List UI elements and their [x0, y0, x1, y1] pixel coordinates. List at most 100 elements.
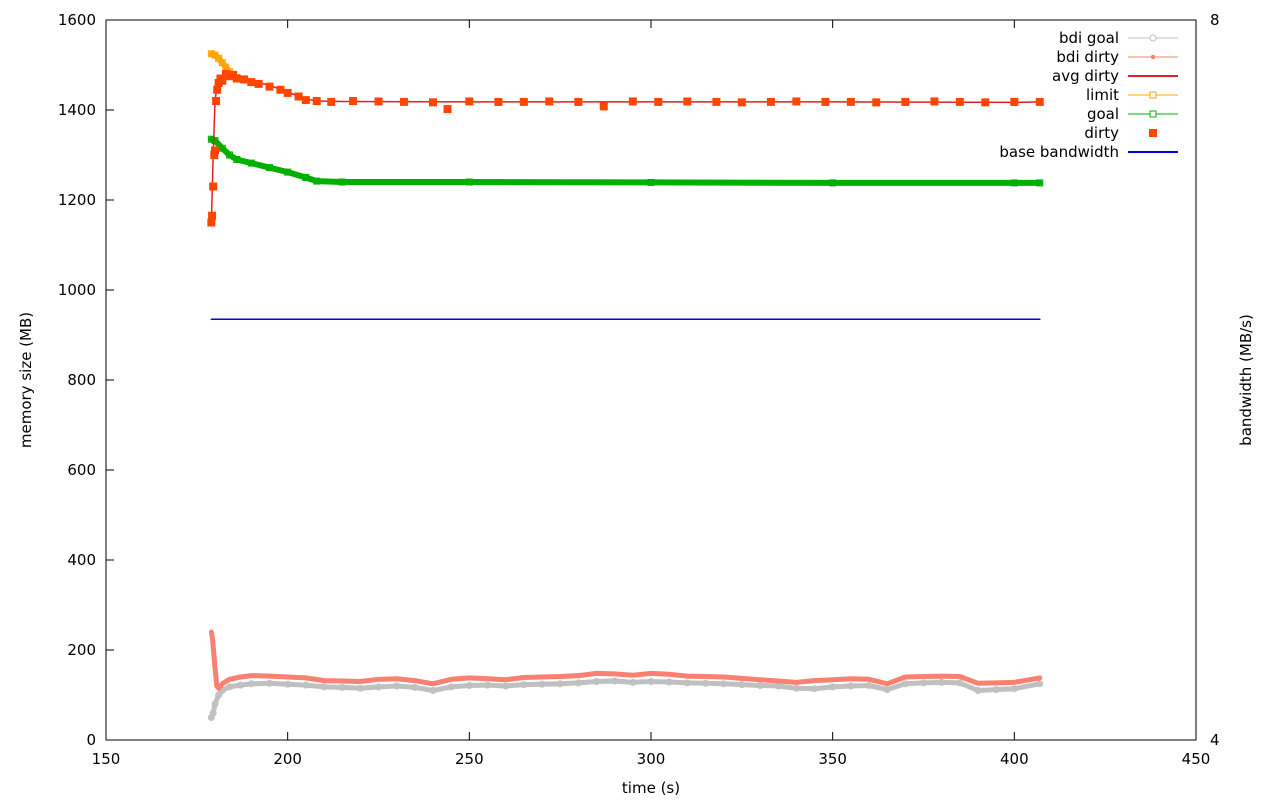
data-point-bdi-goal [792, 684, 800, 692]
data-point-bdi-goal [847, 682, 855, 690]
data-point-bdi-goal [629, 678, 637, 686]
data-point-bdi-goal [209, 709, 217, 717]
data-point-dirty [211, 146, 219, 155]
y2-tick-label: 4 [1210, 731, 1220, 749]
data-point-goal [1010, 179, 1018, 187]
data-point-bdi-dirty [212, 665, 218, 671]
legend-label: base bandwidth [999, 143, 1119, 161]
data-point-bdi-goal [665, 678, 673, 686]
data-point-limit [215, 54, 223, 62]
data-point-dirty [846, 97, 855, 106]
data-point-bdi-goal [920, 679, 927, 687]
data-point-goal [284, 168, 292, 176]
data-point-goal [266, 164, 273, 172]
series-bdi-dirty [208, 629, 1043, 691]
data-point-bdi-goal [1036, 680, 1044, 688]
data-point-bdi-dirty [903, 674, 908, 680]
data-point-bdi-dirty [848, 676, 854, 681]
data-point-bdi-dirty [993, 680, 999, 686]
axis-ticks: 150 200 250 300 350 400 450 0 200 400 600 800 1000 12… [58, 11, 1220, 768]
data-point-bdi-dirty [485, 676, 490, 681]
x-tick-label: 400 [1000, 750, 1029, 768]
y-tick-label: 0 [86, 731, 96, 749]
data-point-dirty [265, 82, 274, 91]
data-point-bdi-goal [393, 682, 401, 690]
data-point-bdi-dirty [448, 677, 454, 682]
data-point-bdi-dirty [921, 674, 926, 679]
data-point-dirty [429, 98, 437, 107]
data-point-dirty [212, 97, 221, 105]
data-point-dirty [247, 78, 256, 87]
data-point-bdi-dirty [884, 681, 890, 686]
data-point-dirty [872, 98, 881, 107]
data-point-dirty [210, 151, 219, 159]
data-point-bdi-goal [302, 681, 310, 689]
data-point-bdi-dirty [220, 681, 225, 686]
data-point-bdi-goal [215, 691, 223, 699]
data-point-bdi-dirty [539, 674, 545, 680]
data-point-dirty [712, 97, 721, 106]
data-point-dirty [545, 97, 554, 106]
data-point-goal [829, 179, 837, 187]
data-point-dirty [208, 211, 217, 220]
legend-item-bdi-goal: bdi goal [1059, 29, 1178, 47]
data-point-dirty [301, 96, 310, 105]
data-point-bdi-goal [883, 686, 891, 694]
data-point-bdi-dirty [267, 673, 272, 679]
data-point-bdi-dirty [648, 671, 654, 676]
data-point-bdi-dirty [467, 675, 472, 681]
data-point-bdi-goal [502, 682, 510, 690]
data-point-limit [207, 50, 215, 58]
data-point-dirty [574, 97, 583, 106]
data-point-bdi-goal [593, 678, 600, 685]
legend-item-bdi-dirty: bdi dirty [1056, 48, 1178, 66]
data-point-dirty [240, 75, 249, 84]
data-point-bdi-goal [974, 687, 982, 694]
data-point-bdi-dirty [612, 671, 617, 677]
data-point-goal [226, 151, 234, 159]
data-point-bdi-goal [211, 700, 219, 708]
data-point-bdi-goal [429, 687, 437, 694]
legend-swatch-marker [1150, 54, 1156, 60]
data-point-bdi-goal [1010, 685, 1018, 693]
data-point-bdi-goal [956, 679, 964, 687]
data-point-bdi-dirty [321, 678, 327, 683]
data-point-goal [313, 177, 321, 185]
data-point-bdi-goal [284, 680, 292, 688]
data-point-dirty [294, 92, 303, 101]
data-point-goal [647, 178, 655, 186]
data-point-bdi-dirty [812, 678, 817, 683]
data-point-bdi-dirty [358, 679, 363, 684]
data-point-bdi-goal [266, 679, 273, 687]
data-point-bdi-goal [356, 684, 364, 692]
legend-label: avg dirty [1052, 67, 1119, 85]
y-tick-label: 200 [67, 641, 96, 659]
data-point-dirty [312, 97, 321, 105]
data-point-bdi-goal [702, 679, 709, 687]
data-point-dirty [599, 102, 608, 111]
x-tick-label: 300 [637, 750, 666, 768]
data-point-bdi-dirty [576, 673, 581, 678]
data-point-bdi-goal [811, 685, 818, 693]
legend-swatch-marker [1149, 110, 1157, 118]
data-point-bdi-goal [992, 686, 1000, 694]
x-tick-label: 450 [1182, 750, 1211, 768]
data-point-bdi-dirty [394, 676, 399, 681]
data-point-bdi-dirty [594, 671, 599, 676]
data-point-dirty [327, 97, 336, 106]
data-point-goal [211, 137, 219, 145]
data-point-bdi-dirty [557, 674, 563, 679]
data-point-dirty [1035, 97, 1044, 106]
data-point-bdi-dirty [721, 674, 726, 680]
data-point-bdi-goal [738, 681, 746, 689]
data-point-bdi-goal [338, 683, 346, 691]
data-point-bdi-dirty [866, 677, 872, 682]
y-tick-label: 600 [67, 461, 96, 479]
data-point-dirty [443, 105, 452, 114]
y-tick-label: 1600 [58, 11, 96, 29]
data-point-bdi-dirty [376, 677, 381, 682]
data-point-bdi-dirty [666, 672, 672, 677]
data-point-goal [247, 159, 255, 167]
data-point-goal [233, 156, 241, 163]
